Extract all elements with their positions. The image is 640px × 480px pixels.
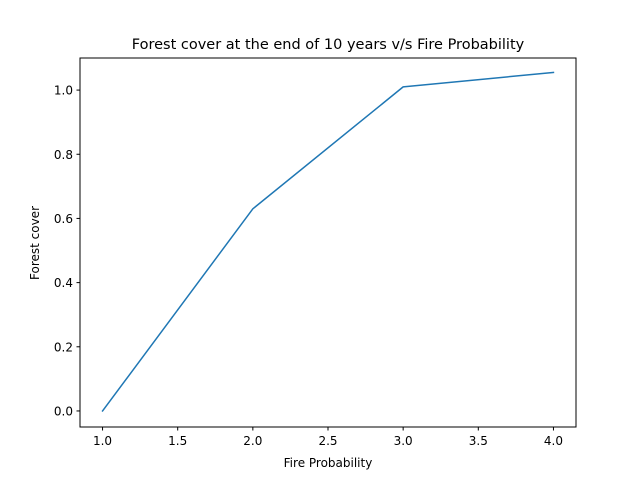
x-axis-label: Fire Probability	[284, 456, 373, 470]
axes-frame	[79, 57, 577, 428]
y-tick-label: 0.0	[54, 404, 73, 418]
y-axis-ticks: 0.0 0.2 0.4 0.6 0.8 1.0	[54, 84, 80, 418]
y-axis-label: Forest cover	[28, 206, 42, 280]
y-tick-label: 0.2	[54, 340, 73, 354]
chart-title: Forest cover at the end of 10 years v/s …	[132, 37, 525, 53]
x-axis-ticks: 1.0 1.5 2.0 2.5 3.0 3.5 4.0	[93, 427, 563, 448]
x-tick-label: 2.0	[243, 434, 262, 448]
plot-area: 1.0 1.5 2.0 2.5 3.0 3.5 4.0 0.0 0.2 0.4 0.6 0.8 1.0	[54, 57, 577, 448]
y-tick-label: 0.6	[54, 212, 73, 226]
series-line	[101, 71, 555, 413]
x-tick-label: 3.0	[394, 434, 413, 448]
x-tick-label: 1.0	[93, 434, 112, 448]
x-tick-label: 2.5	[318, 434, 337, 448]
series-layer	[101, 71, 555, 413]
y-tick-label: 0.8	[54, 148, 73, 162]
x-tick-label: 4.0	[544, 434, 563, 448]
y-tick-label: 1.0	[54, 84, 73, 98]
x-tick-label: 1.5	[168, 434, 187, 448]
y-tick-label: 0.4	[54, 276, 73, 290]
x-tick-label: 3.5	[469, 434, 488, 448]
